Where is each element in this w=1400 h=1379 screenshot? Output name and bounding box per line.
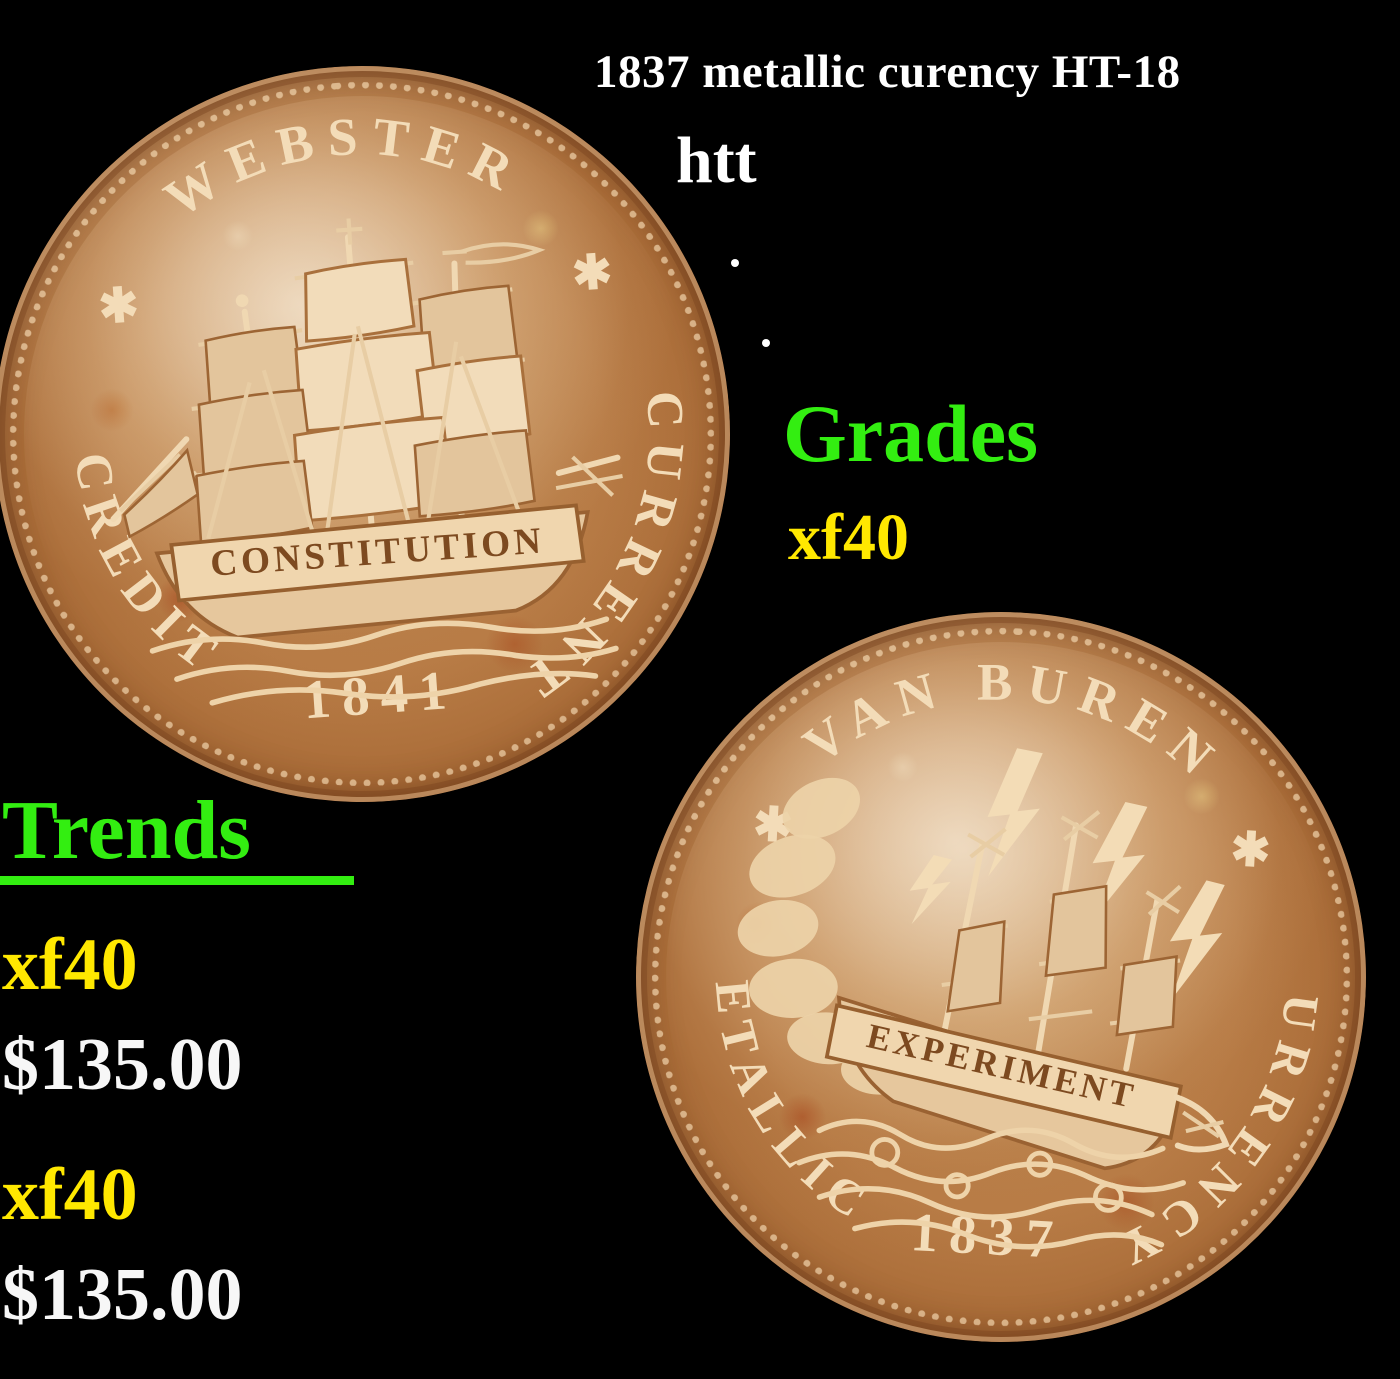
marker-dot-2 bbox=[762, 339, 770, 347]
trend-grade: xf40 bbox=[2, 1154, 138, 1236]
shipwreck-icon: EXPERIMENT bbox=[737, 748, 1230, 1250]
grades-value: xf40 bbox=[788, 501, 909, 574]
trend-price: $135.00 bbox=[2, 1024, 243, 1106]
coin-date-text: 1837 bbox=[909, 1201, 1065, 1270]
star-right-icon: ✱ bbox=[570, 245, 627, 302]
page-title: 1837 metallic curency HT-18 bbox=[594, 46, 1181, 98]
trends-underline bbox=[0, 876, 354, 885]
page-subtitle: htt bbox=[676, 124, 757, 197]
coin-reverse-disc: VAN BUREN METALLIC CURRENCY ✱ ✱ 1837 bbox=[617, 593, 1385, 1361]
waves-icon bbox=[795, 1118, 1186, 1250]
ship-icon: CONSTITUTION bbox=[110, 217, 624, 706]
star-right-icon: ✱ bbox=[1229, 824, 1284, 879]
coin-obverse-disc: WEBSTER CREDIT CURRENT ✱ ✱ 1841 bbox=[0, 41, 755, 827]
coin-obverse-image: WEBSTER CREDIT CURRENT ✱ ✱ 1841 bbox=[0, 41, 755, 827]
trend-grade: xf40 bbox=[2, 924, 138, 1006]
coin-reverse-image: VAN BUREN METALLIC CURRENCY ✱ ✱ 1837 bbox=[617, 593, 1385, 1361]
trend-price: $135.00 bbox=[2, 1254, 243, 1336]
marker-dot-1 bbox=[731, 259, 739, 267]
grades-heading: Grades bbox=[783, 388, 1039, 479]
trends-heading: Trends bbox=[2, 784, 251, 877]
star-left-icon: ✱ bbox=[97, 278, 154, 335]
